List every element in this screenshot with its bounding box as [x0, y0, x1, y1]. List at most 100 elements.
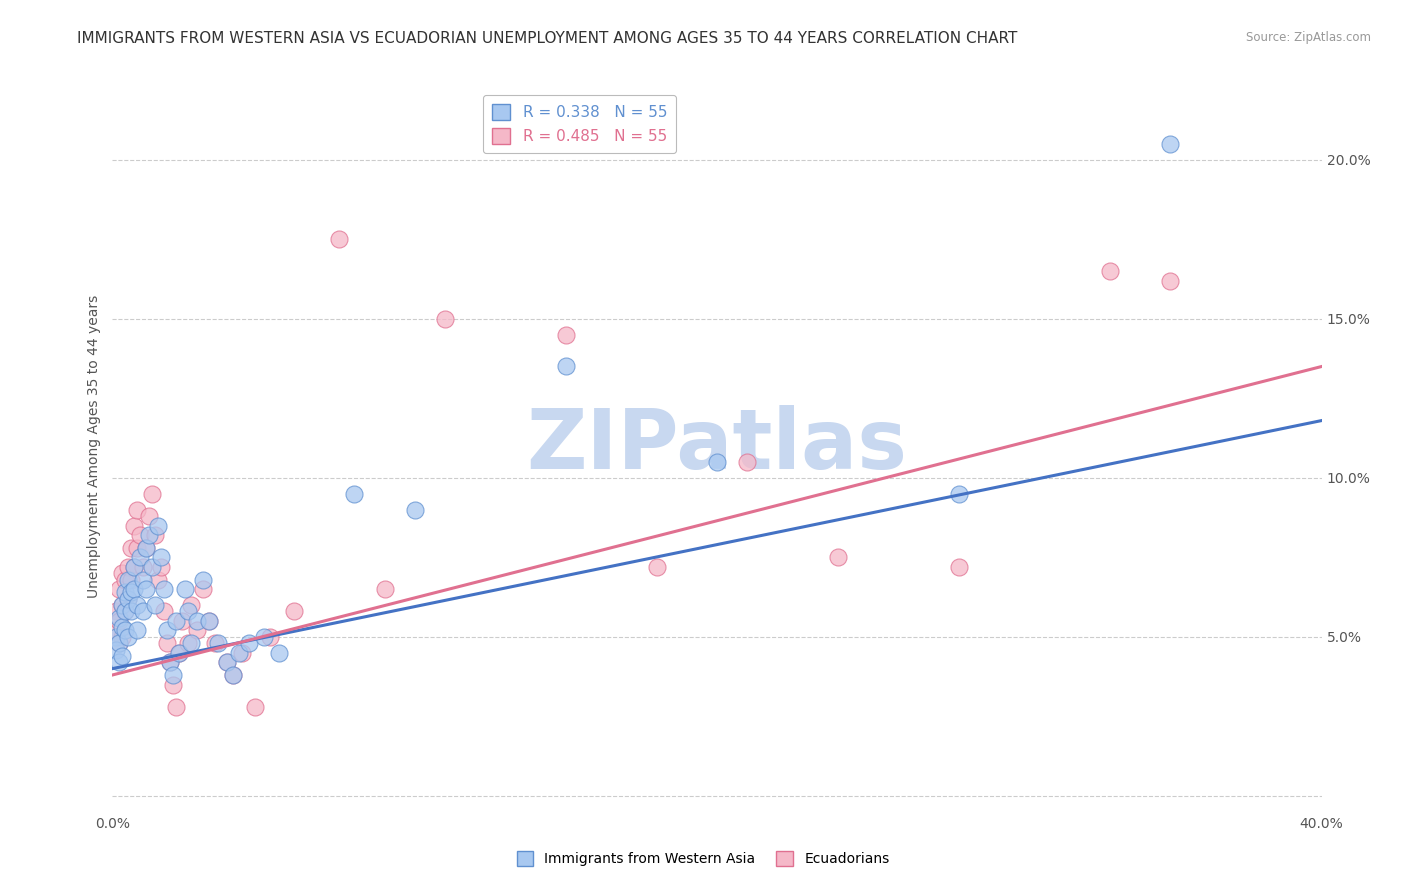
Point	[132, 573, 155, 587]
Point	[117, 591, 139, 606]
Point	[114, 585, 136, 599]
Point	[1159, 274, 1181, 288]
Point	[204, 636, 226, 650]
Point	[132, 604, 155, 618]
Point	[128, 528, 150, 542]
Point	[120, 585, 142, 599]
Point	[146, 518, 169, 533]
Point	[180, 636, 202, 650]
Point	[177, 636, 200, 650]
Point	[180, 598, 202, 612]
Point	[120, 573, 142, 587]
Point	[737, 455, 759, 469]
Point	[167, 646, 190, 660]
Point	[554, 327, 576, 342]
Point	[162, 677, 184, 691]
Point	[125, 624, 148, 638]
Point	[122, 559, 145, 574]
Point	[132, 559, 155, 574]
Point	[110, 648, 132, 663]
Point	[110, 598, 132, 612]
Point	[104, 624, 127, 638]
Point	[117, 573, 139, 587]
Point	[135, 541, 157, 555]
Point	[104, 642, 127, 657]
Point	[162, 668, 184, 682]
Point	[110, 620, 132, 634]
Point	[135, 582, 157, 596]
Point	[159, 655, 181, 669]
Point	[231, 646, 253, 660]
Point	[228, 646, 250, 660]
Point	[404, 502, 426, 516]
Point	[114, 624, 136, 638]
Point	[120, 604, 142, 618]
Point	[138, 508, 160, 523]
Point	[122, 518, 145, 533]
Point	[243, 699, 266, 714]
Point	[104, 604, 127, 618]
Point	[186, 624, 208, 638]
Point	[125, 598, 148, 612]
Point	[165, 699, 187, 714]
Point	[165, 614, 187, 628]
Text: Source: ZipAtlas.com: Source: ZipAtlas.com	[1246, 31, 1371, 45]
Y-axis label: Unemployment Among Ages 35 to 44 years: Unemployment Among Ages 35 to 44 years	[87, 294, 101, 598]
Point	[159, 655, 181, 669]
Point	[141, 486, 163, 500]
Point	[167, 646, 190, 660]
Point	[706, 455, 728, 469]
Point	[827, 550, 849, 565]
Point	[259, 630, 281, 644]
Point	[156, 624, 179, 638]
Point	[107, 636, 129, 650]
Point	[122, 559, 145, 574]
Point	[149, 559, 172, 574]
Point	[122, 582, 145, 596]
Point	[198, 614, 221, 628]
Point	[107, 611, 129, 625]
Point	[107, 636, 129, 650]
Point	[107, 655, 129, 669]
Point	[156, 636, 179, 650]
Point	[110, 598, 132, 612]
Point	[120, 541, 142, 555]
Text: IMMIGRANTS FROM WESTERN ASIA VS ECUADORIAN UNEMPLOYMENT AMONG AGES 35 TO 44 YEAR: IMMIGRANTS FROM WESTERN ASIA VS ECUADORI…	[77, 31, 1018, 46]
Point	[125, 541, 148, 555]
Point	[141, 559, 163, 574]
Point	[222, 668, 245, 682]
Point	[110, 630, 132, 644]
Point	[114, 604, 136, 618]
Point	[1098, 264, 1121, 278]
Point	[948, 486, 970, 500]
Point	[238, 636, 260, 650]
Point	[948, 559, 970, 574]
Point	[217, 655, 239, 669]
Point	[198, 614, 221, 628]
Point	[170, 614, 193, 628]
Point	[146, 573, 169, 587]
Point	[117, 559, 139, 574]
Point	[117, 591, 139, 606]
Point	[114, 573, 136, 587]
Point	[328, 232, 350, 246]
Point	[107, 582, 129, 596]
Point	[143, 528, 166, 542]
Point	[117, 630, 139, 644]
Point	[138, 528, 160, 542]
Legend: R = 0.338   N = 55, R = 0.485   N = 55: R = 0.338 N = 55, R = 0.485 N = 55	[482, 95, 676, 153]
Point	[107, 614, 129, 628]
Point	[128, 550, 150, 565]
Point	[114, 604, 136, 618]
Point	[222, 668, 245, 682]
Point	[143, 598, 166, 612]
Point	[135, 541, 157, 555]
Point	[283, 604, 305, 618]
Point	[267, 646, 290, 660]
Point	[110, 566, 132, 581]
Legend: Immigrants from Western Asia, Ecuadorians: Immigrants from Western Asia, Ecuadorian…	[510, 846, 896, 871]
Point	[191, 573, 214, 587]
Point	[217, 655, 239, 669]
Point	[186, 614, 208, 628]
Point	[343, 486, 366, 500]
